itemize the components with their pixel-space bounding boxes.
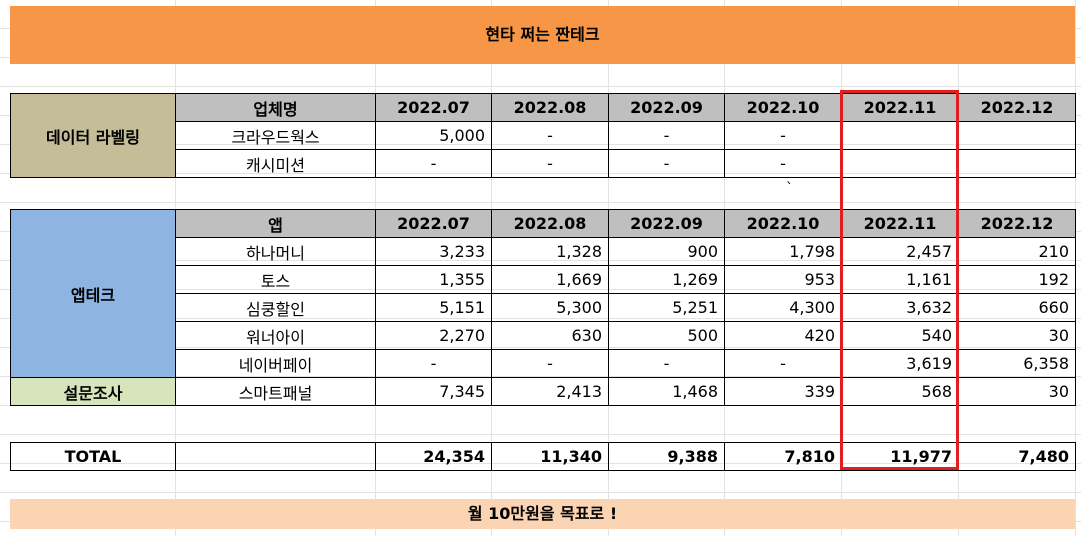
value-cell[interactable]: 2,270 [375, 321, 492, 350]
value-cell[interactable]: 1,328 [491, 237, 609, 266]
value-cell[interactable]: 1,161 [841, 265, 959, 294]
value-cell[interactable]: 7,345 [375, 377, 492, 406]
total-label[interactable]: TOTAL [10, 442, 176, 471]
goal-footer[interactable]: 월 10만원을 목표로 ! [10, 499, 1075, 529]
value-cell[interactable]: 420 [724, 321, 842, 350]
gridline [1075, 0, 1076, 536]
total-value[interactable]: 24,354 [375, 442, 492, 471]
labeling-category[interactable]: 데이터 라벨링 [10, 93, 176, 178]
total-value[interactable]: 11,977 [841, 442, 959, 471]
value-cell[interactable]: 1,355 [375, 265, 492, 294]
column-header-app[interactable]: 앱 [175, 209, 376, 238]
table-row: 캐시미션 - - - - [11, 149, 1076, 178]
value-cell[interactable]: 339 [724, 377, 842, 406]
empty-cell[interactable] [175, 442, 376, 471]
value-cell[interactable]: 5,300 [491, 293, 609, 322]
value-cell[interactable] [958, 149, 1076, 178]
value-cell[interactable]: 3,233 [375, 237, 492, 266]
row-name[interactable]: 스마트패널 [175, 377, 376, 406]
value-cell[interactable]: - [724, 349, 842, 378]
value-cell[interactable]: - [375, 349, 492, 378]
apptech-table: 앱테크 앱 2022.07 2022.08 2022.09 2022.10 20… [10, 209, 1076, 406]
row-name[interactable]: 크라우드웍스 [175, 121, 376, 150]
row-name[interactable]: 워너아이 [175, 321, 376, 350]
value-cell[interactable]: - [608, 121, 725, 150]
value-cell[interactable]: - [375, 149, 492, 178]
value-cell[interactable]: 2,413 [491, 377, 609, 406]
value-cell[interactable]: 1,669 [491, 265, 609, 294]
table-row: 심쿵할인 5,151 5,300 5,251 4,300 3,632 660 [11, 293, 1076, 322]
month-header[interactable]: 2022.09 [608, 93, 725, 122]
total-value[interactable]: 11,340 [491, 442, 609, 471]
row-name[interactable]: 하나머니 [175, 237, 376, 266]
value-cell[interactable]: 6,358 [958, 349, 1076, 378]
month-header[interactable]: 2022.11 [841, 209, 959, 238]
value-cell[interactable]: 30 [958, 377, 1076, 406]
survey-category[interactable]: 설문조사 [10, 377, 176, 406]
total-row: TOTAL 24,354 11,340 9,388 7,810 11,977 7… [10, 442, 1076, 471]
value-cell[interactable]: 953 [724, 265, 842, 294]
row-name[interactable]: 네이버페이 [175, 349, 376, 378]
table-row: 크라우드웍스 5,000 - - - [11, 121, 1076, 150]
total-table: TOTAL 24,354 11,340 9,388 7,810 11,977 7… [10, 442, 1076, 471]
value-cell[interactable]: 1,798 [724, 237, 842, 266]
stray-mark: ` [786, 181, 793, 197]
value-cell[interactable] [841, 149, 959, 178]
value-cell[interactable]: 630 [491, 321, 609, 350]
value-cell[interactable]: 2,457 [841, 237, 959, 266]
sheet-title[interactable]: 현타 쩌는 짠테크 [10, 6, 1075, 64]
value-cell[interactable]: 192 [958, 265, 1076, 294]
table-row: 설문조사 스마트패널 7,345 2,413 1,468 339 568 30 [10, 377, 1076, 406]
month-header[interactable]: 2022.07 [375, 209, 492, 238]
value-cell[interactable] [958, 121, 1076, 150]
value-cell[interactable]: 660 [958, 293, 1076, 322]
value-cell[interactable]: - [491, 349, 609, 378]
value-cell[interactable]: 568 [841, 377, 959, 406]
value-cell[interactable]: 4,300 [724, 293, 842, 322]
apptech-category[interactable]: 앱테크 [10, 209, 176, 378]
total-value[interactable]: 7,810 [724, 442, 842, 471]
value-cell[interactable]: 900 [608, 237, 725, 266]
month-header[interactable]: 2022.08 [491, 93, 609, 122]
value-cell[interactable]: 500 [608, 321, 725, 350]
value-cell[interactable]: 5,251 [608, 293, 725, 322]
value-cell[interactable]: - [491, 149, 609, 178]
row-name[interactable]: 캐시미션 [175, 149, 376, 178]
labeling-header-row: 데이터 라벨링 업체명 2022.07 2022.08 2022.09 2022… [10, 93, 1076, 178]
column-header-company[interactable]: 업체명 [175, 93, 376, 122]
value-cell[interactable]: 540 [841, 321, 959, 350]
value-cell[interactable]: 30 [958, 321, 1076, 350]
value-cell[interactable]: 3,632 [841, 293, 959, 322]
row-name[interactable]: 토스 [175, 265, 376, 294]
value-cell[interactable]: 5,151 [375, 293, 492, 322]
value-cell[interactable]: - [608, 149, 725, 178]
month-header[interactable]: 2022.10 [724, 93, 842, 122]
value-cell[interactable]: 210 [958, 237, 1076, 266]
apptech-header-row: 앱테크 앱 2022.07 2022.08 2022.09 2022.10 20… [10, 209, 1076, 378]
value-cell[interactable]: - [724, 149, 842, 178]
value-cell[interactable]: 1,269 [608, 265, 725, 294]
month-header[interactable]: 2022.08 [491, 209, 609, 238]
value-cell[interactable]: - [491, 121, 609, 150]
month-header[interactable]: 2022.07 [375, 93, 492, 122]
value-cell[interactable]: 3,619 [841, 349, 959, 378]
value-cell[interactable]: - [608, 349, 725, 378]
month-header[interactable]: 2022.12 [958, 93, 1076, 122]
month-header[interactable]: 2022.11 [841, 93, 959, 122]
total-value[interactable]: 7,480 [958, 442, 1076, 471]
value-cell[interactable]: - [724, 121, 842, 150]
month-header[interactable]: 2022.12 [958, 209, 1076, 238]
month-header[interactable]: 2022.10 [724, 209, 842, 238]
month-header[interactable]: 2022.09 [608, 209, 725, 238]
value-cell[interactable] [841, 121, 959, 150]
table-row: 네이버페이 - - - - 3,619 6,358 [11, 349, 1076, 378]
labeling-table: 데이터 라벨링 업체명 2022.07 2022.08 2022.09 2022… [10, 93, 1076, 178]
value-cell[interactable]: 5,000 [375, 121, 492, 150]
row-name[interactable]: 심쿵할인 [175, 293, 376, 322]
total-value[interactable]: 9,388 [608, 442, 725, 471]
value-cell[interactable]: 1,468 [608, 377, 725, 406]
